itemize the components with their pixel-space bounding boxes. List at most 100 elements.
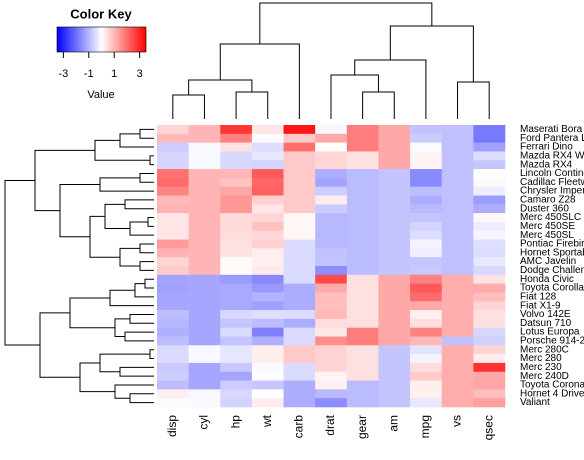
heatmap-cell xyxy=(473,292,506,302)
heatmap-cell xyxy=(220,354,253,364)
heatmap-cell xyxy=(378,177,411,187)
heatmap-cell xyxy=(378,345,411,355)
heatmap-cell xyxy=(410,310,443,320)
heatmap-cell xyxy=(315,389,348,399)
dendrogram-branch xyxy=(147,217,154,227)
heatmap-cell xyxy=(251,318,284,328)
heatmap-cell xyxy=(315,354,348,364)
heatmap-cell xyxy=(188,204,221,214)
heatmap-cell xyxy=(220,177,253,187)
heatmap-cell xyxy=(283,186,316,196)
heatmap-cell xyxy=(441,195,474,205)
heatmap-cell xyxy=(315,169,348,179)
row-label: Chrysler Imperial xyxy=(520,186,584,197)
heatmap-cell xyxy=(410,336,443,346)
heatmap-cell xyxy=(473,354,506,364)
heatmap-cell xyxy=(157,266,189,276)
heatmap-cell xyxy=(157,204,189,214)
heatmap-cell xyxy=(473,336,506,346)
heatmap-cell xyxy=(315,318,348,328)
dendrogram-branch xyxy=(129,313,154,324)
heatmap-cell xyxy=(220,371,253,381)
heatmap-cell xyxy=(441,345,474,355)
heatmap-cell xyxy=(441,151,474,161)
heatmap-cell xyxy=(473,380,506,390)
dendrogram-branch xyxy=(144,278,154,289)
heatmap-cell xyxy=(346,389,379,399)
heatmap-cell xyxy=(251,336,284,346)
dendrogram-branch xyxy=(139,128,154,139)
heatmap-cell xyxy=(251,301,284,311)
heatmap-cell xyxy=(441,292,474,302)
heatmap-cell xyxy=(157,318,189,328)
heatmap-cell xyxy=(251,292,284,302)
row-label: Merc 450SLC xyxy=(520,212,581,223)
heatmap-cell xyxy=(188,239,221,249)
heatmap-cell xyxy=(188,345,221,355)
heatmap-cell xyxy=(283,301,316,311)
heatmap-cell xyxy=(441,230,474,240)
heatmap-cell xyxy=(188,221,221,232)
heatmap-cell xyxy=(346,125,379,135)
heatmap-cell xyxy=(410,301,443,311)
heatmap-cell xyxy=(157,371,189,381)
row-label: Hornet 4 Drive xyxy=(520,388,584,399)
heatmap-cell xyxy=(346,327,379,337)
heatmap-cell xyxy=(473,169,506,179)
dendrogram-branch xyxy=(119,366,154,377)
heatmap-cell xyxy=(188,186,221,196)
heatmap-cell xyxy=(410,283,443,293)
heatmap-cell xyxy=(315,266,348,276)
row-label: Fiat 128 xyxy=(520,291,557,302)
heatmap-cell xyxy=(315,221,348,232)
heatmap-cell xyxy=(157,239,189,249)
heatmap-cell xyxy=(220,380,253,390)
heatmap-cell xyxy=(410,362,443,373)
heatmap-cell xyxy=(378,221,411,232)
heatmap-cell xyxy=(410,151,443,161)
heatmap-cell xyxy=(346,266,379,276)
heatmap-cell xyxy=(346,345,379,355)
heatmap-cell xyxy=(220,318,253,328)
row-label: AMC Javelin xyxy=(520,256,576,267)
heatmap-cell xyxy=(220,310,253,320)
heatmap-cell xyxy=(315,345,348,355)
heatmap-cell xyxy=(346,371,379,381)
heatmap-cell xyxy=(251,230,284,240)
row-label: Merc 280C xyxy=(520,344,569,355)
heatmap-cell xyxy=(251,283,284,293)
heatmap-cell xyxy=(220,142,253,152)
heatmap-cell xyxy=(251,125,284,135)
heatmap-cell xyxy=(251,398,284,408)
heatmap-cell xyxy=(251,186,284,196)
heatmap-cell xyxy=(188,371,221,381)
heatmap-cell xyxy=(441,133,474,143)
heatmap-cell xyxy=(346,204,379,214)
heatmap-cell xyxy=(346,169,379,179)
heatmap-cell xyxy=(188,125,221,135)
heatmap-cell xyxy=(410,257,443,267)
heatmap-cell xyxy=(251,221,284,232)
heatmap-cell xyxy=(157,213,189,223)
dendrogram-branch xyxy=(4,179,40,346)
heatmap-cell xyxy=(410,195,443,205)
heatmap-cell xyxy=(473,310,506,320)
heatmap-cell xyxy=(251,274,284,284)
heatmap-cell xyxy=(251,389,284,399)
heatmap-cell xyxy=(315,151,348,161)
heatmap-cell xyxy=(378,362,411,373)
heatmap-cell xyxy=(157,133,189,143)
heatmap-cell xyxy=(441,213,474,223)
heatmap-cell xyxy=(188,213,221,223)
heatmap-cell xyxy=(188,362,221,373)
heatmap-cell xyxy=(188,248,221,258)
heatmap-cell xyxy=(410,318,443,328)
row-label: Pontiac Firebird xyxy=(520,239,584,250)
heatmap-cell xyxy=(473,318,506,328)
heatmap-cell xyxy=(188,257,221,267)
heatmap-cell xyxy=(251,248,284,258)
heatmap-cell xyxy=(378,266,411,276)
heatmap-cell xyxy=(378,195,411,205)
row-label: Maserati Bora xyxy=(520,124,583,135)
heatmap-cell xyxy=(410,230,443,240)
